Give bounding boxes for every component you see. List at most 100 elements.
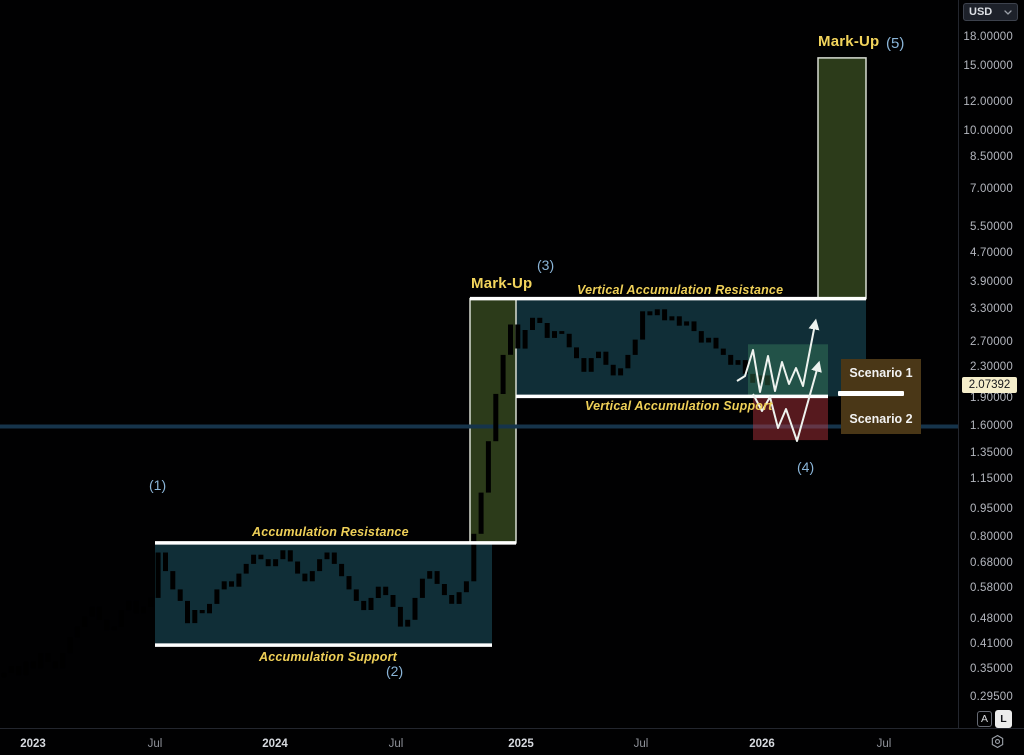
price-axis[interactable]: USD 18.00000 15.00000 12.00000 10.00000 8.50… (958, 0, 1024, 749)
wave-1-label[interactable]: (1) (149, 477, 167, 493)
auto-scale-button[interactable]: A (977, 711, 992, 727)
chart-canvas[interactable]: Mark-Up (5) (3) Mark-Up Vertical Accumul… (0, 0, 958, 728)
price-tick: 1.15000 (970, 473, 1013, 485)
candle (170, 571, 176, 590)
time-tick: Jul (388, 738, 404, 750)
price-tick: 2.70000 (970, 336, 1013, 348)
candle (67, 637, 73, 654)
candle (742, 360, 748, 374)
candle (38, 653, 44, 669)
candle (324, 552, 330, 560)
candle (537, 317, 543, 323)
accumulation-resistance-label[interactable]: Accumulation Resistance (252, 525, 409, 539)
candle (273, 559, 279, 567)
candle (544, 323, 550, 338)
candle (89, 606, 95, 617)
candle (691, 321, 697, 332)
candle (684, 321, 690, 326)
markup-5-label[interactable]: Mark-Up (818, 33, 880, 50)
price-tick: 3.30000 (970, 303, 1013, 315)
price-tick: 10.00000 (963, 125, 1013, 137)
vertical-accumulation-resistance-label[interactable]: Vertical Accumulation Resistance (577, 283, 784, 297)
candle (118, 610, 124, 627)
candle (339, 563, 345, 577)
candle (764, 375, 770, 386)
candle (456, 592, 462, 604)
candle (280, 550, 286, 560)
time-tick: Jul (633, 738, 649, 750)
accumulation-support-label[interactable]: Accumulation Support (259, 650, 398, 664)
wave-5-label[interactable]: (5) (886, 35, 905, 52)
time-tick: 2024 (262, 738, 288, 750)
candlestick-chart[interactable] (0, 0, 958, 728)
price-tick: 0.68000 (970, 557, 1013, 569)
candle (30, 661, 36, 669)
markup-box-5[interactable] (817, 57, 867, 300)
log-scale-button[interactable]: L (995, 710, 1012, 728)
candle (625, 354, 631, 369)
wave-4-label[interactable]: (4) (797, 459, 815, 475)
price-tick: 4.70000 (970, 247, 1013, 259)
candle (471, 533, 477, 582)
candle (728, 354, 734, 365)
candle (559, 331, 565, 334)
markup-3-label[interactable]: Mark-Up (471, 275, 533, 292)
scenario-2-label: Scenario 2 (849, 412, 913, 426)
candle (236, 573, 242, 587)
candle (720, 348, 726, 355)
chevron-down-icon (1004, 9, 1012, 15)
price-tick: 18.00000 (963, 31, 1013, 43)
price-tick: 0.29500 (970, 691, 1013, 703)
candle (603, 351, 609, 365)
candle (309, 571, 315, 582)
scenario-divider-line (838, 391, 904, 396)
candle (368, 597, 374, 610)
wave-3-label[interactable]: (3) (537, 257, 555, 273)
candle (221, 581, 227, 590)
price-tick: 0.80000 (970, 531, 1013, 543)
price-tick: 8.50000 (970, 151, 1013, 163)
price-tick: 0.58000 (970, 582, 1013, 594)
candle (265, 559, 271, 567)
candle (148, 597, 154, 607)
candle (485, 441, 491, 493)
candle (45, 653, 51, 662)
candle (8, 666, 14, 673)
candle (74, 626, 80, 638)
candle (185, 600, 190, 624)
candle (735, 360, 741, 365)
time-axis[interactable]: 2023 Jul 2024 Jul 2025 Jul 2026 Jul (0, 728, 1024, 755)
scenario-panel[interactable]: Scenario 1 Scenario 2 (841, 359, 921, 434)
candles-layer (1, 309, 770, 678)
candle (463, 581, 469, 593)
currency-dropdown[interactable]: USD (963, 3, 1018, 21)
time-tick: 2026 (749, 738, 775, 750)
vertical-accumulation-support-label[interactable]: Vertical Accumulation Support (585, 399, 773, 413)
candle (574, 347, 579, 359)
candle (60, 653, 66, 669)
price-tick: 7.00000 (970, 183, 1013, 195)
candle (610, 364, 616, 376)
candle (96, 606, 102, 620)
price-tick: 12.00000 (963, 96, 1013, 108)
candle (757, 375, 763, 383)
candle (434, 571, 440, 584)
wave-2-label[interactable]: (2) (386, 663, 404, 679)
candle (500, 354, 506, 394)
candle (1, 672, 7, 678)
accumulation-range-box[interactable] (155, 542, 492, 646)
candle (522, 330, 528, 349)
axis-settings-gear-icon[interactable] (990, 734, 1005, 749)
scenario2-projection[interactable] (752, 360, 822, 442)
scenario1-projection[interactable] (736, 318, 820, 393)
candle (493, 393, 499, 442)
candle (295, 561, 301, 574)
candle (287, 550, 293, 562)
candle (713, 337, 719, 349)
candle (581, 358, 587, 372)
price-tick: 0.95000 (970, 503, 1013, 515)
price-tick: 15.00000 (963, 60, 1013, 72)
candle (669, 316, 675, 321)
candle (530, 317, 535, 330)
candle (155, 552, 161, 598)
